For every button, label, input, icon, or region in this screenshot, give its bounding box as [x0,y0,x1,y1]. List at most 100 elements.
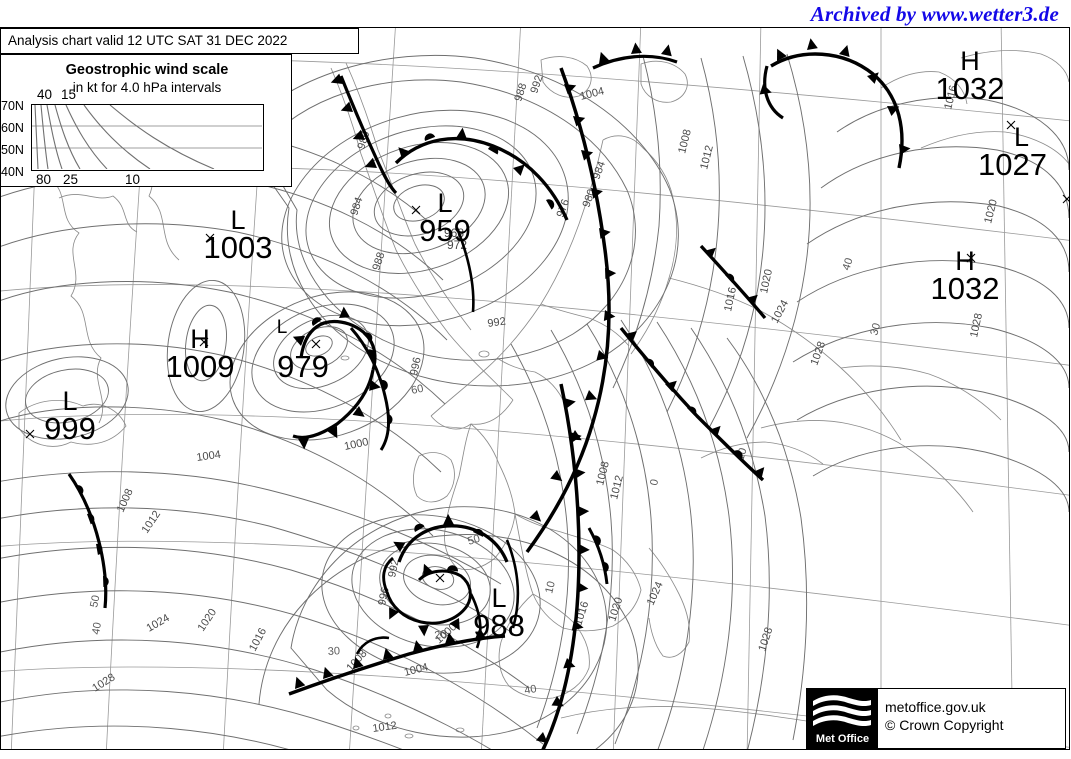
svg-text:40: 40 [523,683,537,697]
low-letter-979: L [276,317,288,338]
front-cold-scandinavia [525,67,617,554]
low-letter: L [1014,122,1030,152]
svg-text:988: 988 [370,251,387,272]
pressure-centre-low-1003: L 1003 [188,205,288,265]
front-warm-atlantic-west [67,473,109,609]
page-title: Analysis chart valid 12 UTC SAT 31 DEC 2… [8,33,288,48]
svg-text:1016: 1016 [942,84,960,111]
svg-text:30: 30 [327,645,340,658]
wind-scale-plot [31,104,264,171]
metoffice-attribution: Met Office metoffice.gov.uk © Crown Copy… [806,688,1066,749]
low-value: 1027 [978,147,1047,182]
met-office-wordmark: Met Office [815,733,870,745]
svg-text:984: 984 [591,160,609,181]
svg-text:10: 10 [543,580,558,595]
svg-text:1024: 1024 [645,580,666,607]
svg-text:1000: 1000 [343,436,369,453]
wind-scale-lat-40n: 40N [1,165,24,179]
high-value: 1032 [930,271,1000,306]
isobars [1,53,1069,749]
svg-text:30: 30 [868,322,883,337]
svg-text:996: 996 [408,356,424,376]
high-letter: H [960,46,980,76]
svg-text:992: 992 [487,316,507,330]
svg-text:1024: 1024 [145,612,172,635]
high-letter: H [190,324,210,354]
pressure-centre-high-1032-south: H 1032 [915,246,1015,306]
geostrophic-wind-scale-legend: Geostrophic wind scale in kt for 4.0 hPa… [0,54,292,187]
pressure-centre-low-979: L 979 [258,326,348,382]
pressure-centre-low-999: L 999 [24,388,116,446]
metoffice-text-block: metoffice.gov.uk © Crown Copyright [878,689,1065,748]
pressure-centre-low-979-letter: L [269,318,295,337]
wind-scale-top-40: 40 [37,87,53,102]
svg-text:1012: 1012 [698,144,716,171]
metoffice-copyright: © Crown Copyright [885,717,1004,734]
svg-text:1012: 1012 [372,720,398,735]
svg-text:50: 50 [88,594,102,608]
svg-text:1020: 1020 [982,198,1000,225]
wind-scale-bottom-25: 25 [63,172,79,187]
front-cold-iberia [535,383,590,749]
svg-text:1008: 1008 [676,128,694,155]
svg-text:1020: 1020 [196,607,220,634]
svg-text:60: 60 [410,383,424,397]
svg-text:1024: 1024 [769,298,791,325]
weather-map: 980 984 988 992 996 968 972 976 980 984 … [0,27,1070,750]
wind-scale-lat-50n: 50N [1,143,24,157]
svg-text:992: 992 [528,74,545,95]
pressure-centre-high-1009: H 1009 [150,324,250,383]
low-value: 959 [419,213,471,248]
svg-text:1020: 1020 [758,268,775,294]
svg-text:1012: 1012 [608,474,626,501]
svg-text:1008: 1008 [594,460,612,487]
met-office-waves-icon [813,695,871,727]
archive-credit-text: Archived by www.wetter3.de [810,2,1059,26]
svg-text:984: 984 [348,196,365,217]
pressure-centre-low-959: L 959 [398,188,492,248]
svg-text:1004: 1004 [196,449,222,464]
wind-scale-lat-70n: 70N [1,99,24,113]
centre-markers [25,120,1069,583]
svg-text:1004: 1004 [579,85,606,103]
svg-text:1028: 1028 [968,312,985,338]
low-value: 1003 [203,230,273,265]
svg-text:0: 0 [648,478,661,486]
svg-text:50: 50 [466,533,481,548]
svg-text:988: 988 [512,82,529,103]
pressure-centre-low-988: L 988 [450,583,548,643]
wind-scale-subtitle: in kt for 4.0 hPa intervals [72,80,222,95]
front-cold-arctic [759,37,912,169]
front-occluded-988 [355,513,520,655]
front-occluded-north-sea [699,243,767,320]
high-value: 1032 [935,71,1005,106]
wind-scale-top-15: 15 [61,87,77,102]
low-letter: L [230,205,246,235]
svg-text:40: 40 [840,257,855,272]
svg-text:1004: 1004 [403,661,430,679]
wind-scale-title: Geostrophic wind scale [65,62,229,78]
svg-text:1012: 1012 [140,509,164,536]
high-letter: H [955,246,975,276]
front-warm-biscay [587,527,610,585]
svg-text:1008: 1008 [115,487,136,514]
front-occluded-britain [619,326,769,482]
header-bar: Analysis chart valid 12 UTC SAT 31 DEC 2… [0,28,359,54]
svg-text:992: 992 [386,558,402,578]
front-occluded-959 [328,73,569,313]
low-letter: L [437,188,453,218]
low-value: 988 [473,608,525,643]
low-value: 979 [277,349,329,384]
svg-text:1016: 1016 [722,286,739,312]
svg-text:1016: 1016 [247,626,269,653]
coastlines [18,50,1069,739]
metoffice-website: metoffice.gov.uk [885,699,986,715]
wind-scale-lat-60n: 60N [1,121,24,135]
wind-scale-bottom-10: 10 [125,172,141,187]
front-occluded-979 [290,306,393,451]
low-letter: L [491,583,507,613]
met-office-logo: Met Office [807,689,878,748]
svg-text:1028: 1028 [756,626,775,653]
low-value: 999 [44,411,96,446]
front-cold-n-europe [592,41,678,70]
